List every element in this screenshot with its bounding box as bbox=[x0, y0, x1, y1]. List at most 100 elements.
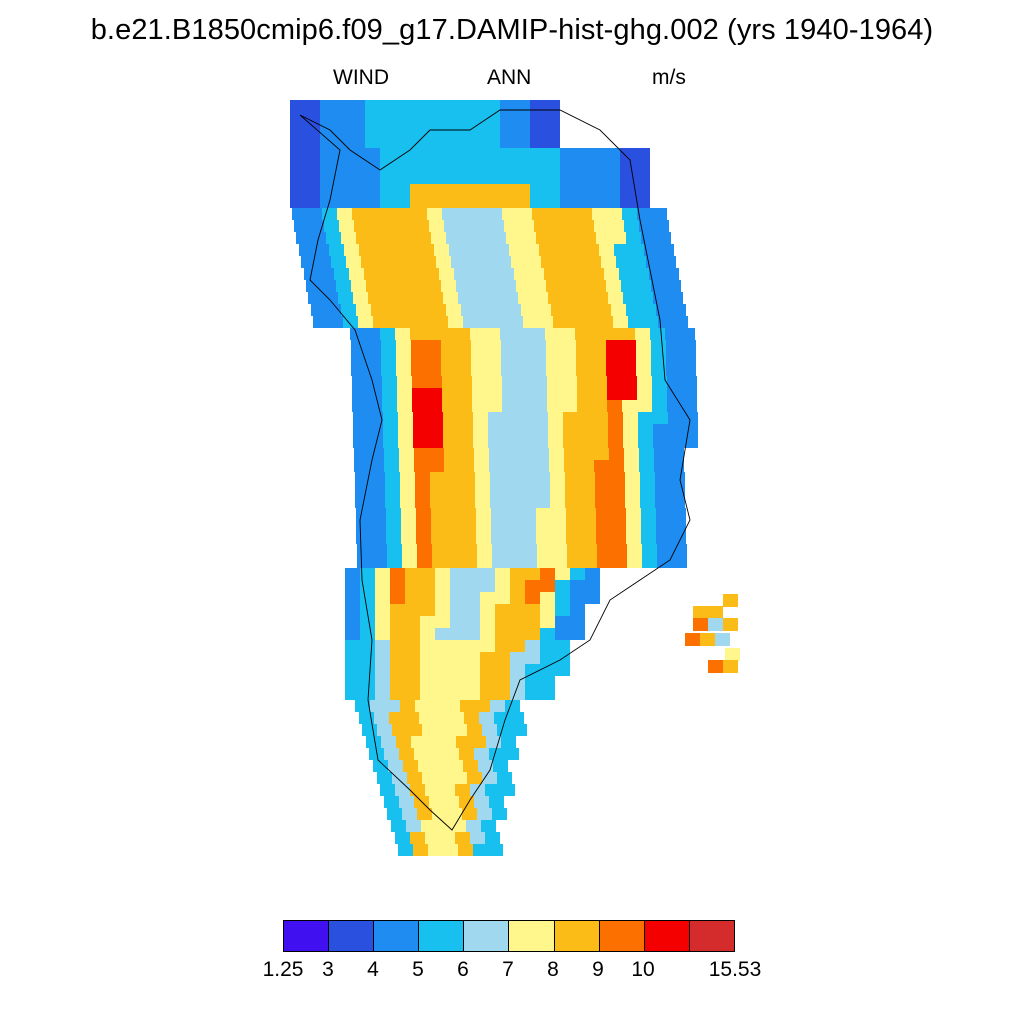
map-cell bbox=[653, 412, 668, 424]
colorbar-box bbox=[643, 920, 690, 952]
map-cell bbox=[475, 484, 490, 496]
map-cell bbox=[365, 136, 380, 148]
map-cell bbox=[375, 616, 390, 628]
map-cell bbox=[723, 660, 738, 673]
map-cell bbox=[375, 604, 390, 616]
map-cell bbox=[305, 112, 320, 124]
units-label: m/s bbox=[652, 66, 686, 89]
map-cell bbox=[560, 328, 575, 340]
map-cell bbox=[356, 508, 371, 520]
map-cell bbox=[656, 304, 671, 316]
map-cell bbox=[294, 220, 309, 232]
map-cell bbox=[440, 160, 455, 172]
map-cell bbox=[635, 172, 650, 184]
map-cell bbox=[555, 580, 570, 592]
map-cell bbox=[377, 772, 392, 784]
map-cell bbox=[519, 460, 534, 472]
map-cell bbox=[593, 292, 608, 304]
map-cell bbox=[414, 748, 429, 760]
map-cell bbox=[522, 544, 537, 556]
colorbar-tick-label: 10 bbox=[631, 958, 655, 981]
map-cell bbox=[460, 472, 475, 484]
map-cell bbox=[492, 808, 507, 820]
map-cell bbox=[290, 100, 305, 112]
map-cell bbox=[339, 220, 354, 232]
map-cell bbox=[607, 400, 622, 412]
map-cell bbox=[515, 328, 530, 340]
map-cell bbox=[445, 700, 460, 712]
map-cell bbox=[505, 472, 520, 484]
map-cell bbox=[444, 460, 459, 472]
map-cell bbox=[386, 304, 401, 316]
map-cell bbox=[403, 760, 418, 772]
map-cell bbox=[309, 220, 324, 232]
map-cell bbox=[410, 832, 425, 844]
map-cell bbox=[320, 172, 335, 184]
map-cell bbox=[452, 724, 467, 736]
map-cell bbox=[429, 748, 444, 760]
map-cell bbox=[425, 172, 440, 184]
map-cell bbox=[375, 592, 390, 604]
map-cell bbox=[455, 184, 470, 196]
map-cell bbox=[486, 364, 501, 376]
map-cell bbox=[338, 292, 353, 304]
map-cell bbox=[514, 268, 529, 280]
map-cell bbox=[562, 388, 577, 400]
map-cell bbox=[290, 136, 305, 148]
map-cell bbox=[466, 256, 481, 268]
map-cell bbox=[390, 664, 405, 676]
map-cell bbox=[420, 676, 435, 688]
map-cell bbox=[443, 292, 458, 304]
map-cell bbox=[381, 352, 396, 364]
map-cell bbox=[425, 784, 440, 796]
map-cell bbox=[367, 376, 382, 388]
map-cell bbox=[444, 796, 459, 808]
map-cell bbox=[290, 112, 305, 124]
map-cell bbox=[592, 388, 607, 400]
map-cell bbox=[470, 136, 485, 148]
map-cell bbox=[380, 100, 395, 112]
map-cell bbox=[430, 496, 445, 508]
map-cell bbox=[548, 292, 563, 304]
map-cell bbox=[476, 520, 491, 532]
map-cell bbox=[365, 184, 380, 196]
map-cell bbox=[540, 580, 555, 592]
map-cell bbox=[345, 628, 360, 640]
map-cell bbox=[402, 808, 417, 820]
map-cell bbox=[708, 618, 723, 631]
map-cell bbox=[564, 460, 579, 472]
map-cell bbox=[420, 616, 435, 628]
map-cell bbox=[562, 208, 577, 220]
map-cell bbox=[352, 208, 367, 220]
map-cell bbox=[581, 532, 596, 544]
map-cell bbox=[567, 544, 582, 556]
map-cell bbox=[534, 460, 549, 472]
map-cell bbox=[351, 280, 366, 292]
map-cell bbox=[656, 520, 671, 532]
map-cell bbox=[450, 616, 465, 628]
map-cell bbox=[435, 652, 450, 664]
map-cell bbox=[399, 460, 414, 472]
map-cell bbox=[486, 280, 501, 292]
map-cell bbox=[581, 304, 596, 316]
map-cell bbox=[564, 220, 579, 232]
map-cell bbox=[570, 568, 585, 580]
map-cell bbox=[360, 592, 375, 604]
map-cell bbox=[416, 508, 431, 520]
map-cell bbox=[548, 412, 563, 424]
map-cell bbox=[512, 724, 527, 736]
map-cell bbox=[565, 484, 580, 496]
map-cell bbox=[581, 232, 596, 244]
map-cell bbox=[544, 268, 559, 280]
map-cell bbox=[360, 604, 375, 616]
map-cell bbox=[371, 304, 386, 316]
map-cell bbox=[492, 544, 507, 556]
map-cell bbox=[463, 316, 478, 328]
map-cell bbox=[509, 244, 524, 256]
map-cell bbox=[635, 196, 650, 208]
map-cell bbox=[576, 352, 591, 364]
map-cell bbox=[390, 592, 405, 604]
colorbar-tick-label: 5 bbox=[412, 958, 424, 981]
map-cell bbox=[491, 232, 506, 244]
map-cell bbox=[404, 712, 419, 724]
